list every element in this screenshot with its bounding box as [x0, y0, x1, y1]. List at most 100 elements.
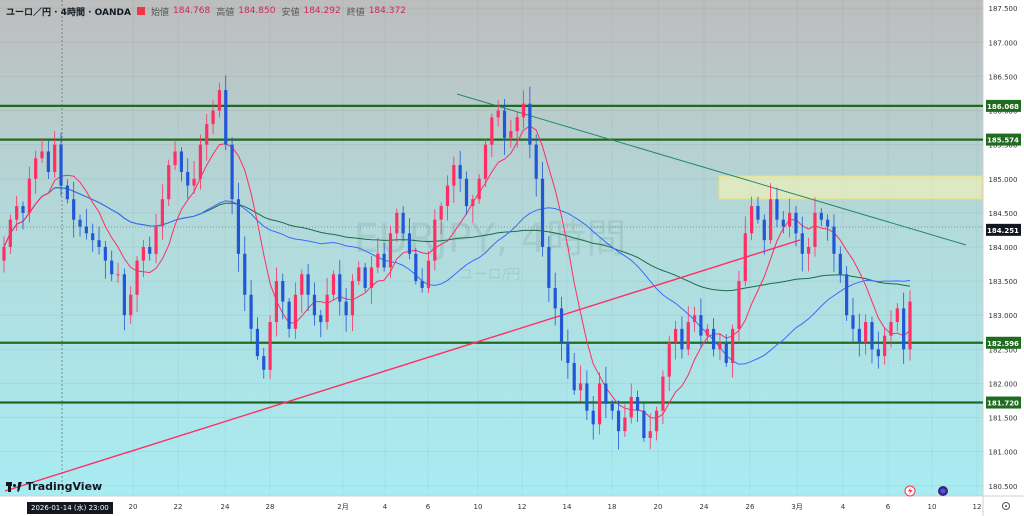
candle-body [845, 274, 849, 316]
x-tick-label: 4 [383, 503, 388, 511]
candle-body [293, 294, 298, 329]
candle-body [388, 233, 393, 268]
downtrend-line[interactable] [456, 93, 967, 246]
symbol-label[interactable]: ユーロ／円 · 4時間 · OANDA [6, 7, 131, 18]
current-price-tag: 184.251 [986, 223, 1021, 236]
candle-body [433, 219, 437, 261]
candle-body [236, 199, 241, 254]
candle-body [363, 267, 367, 288]
lightning-icon[interactable] [904, 485, 916, 497]
candle-body [800, 233, 804, 254]
candle-body [439, 206, 443, 220]
x-tick-label: 10 [928, 503, 937, 511]
candle-body [255, 328, 260, 357]
candle-body [34, 158, 38, 179]
candle-body [376, 253, 380, 268]
candle-body [407, 233, 412, 254]
settings-icon[interactable] [1002, 502, 1010, 510]
candle-body [794, 212, 798, 234]
x-tick-label: 3月 [791, 503, 802, 511]
candle-body [642, 410, 646, 439]
candle-body [40, 151, 44, 159]
candle-body [59, 144, 63, 186]
candle-body [781, 219, 785, 227]
watermark-subtitle: ユーロ/円 [460, 267, 521, 283]
y-tick-label: 184.500 [989, 210, 1018, 218]
candle-body [268, 322, 272, 370]
candle-body [496, 110, 500, 118]
level-label: 181.720 [987, 400, 1019, 408]
candle-body [198, 144, 203, 179]
candle-body [141, 246, 145, 261]
open-label: 始値 [150, 7, 169, 18]
candle-body [654, 410, 659, 432]
candle-body [635, 397, 640, 411]
candle-body [148, 246, 152, 254]
candle-body [591, 410, 595, 425]
candle-body [483, 144, 488, 179]
level-label: 185.574 [987, 137, 1019, 145]
candle-body [610, 403, 614, 411]
candle-body [851, 315, 855, 329]
x-tick-label: 12 [973, 503, 982, 511]
candle-body [414, 253, 418, 282]
candle-body [743, 233, 747, 282]
candle-body [661, 376, 665, 411]
candle-body [692, 315, 697, 323]
candle-body [534, 144, 538, 179]
candle-body [585, 383, 589, 411]
time-axis-background [0, 496, 1024, 516]
candle-body [572, 362, 576, 391]
high-label: 高値 [216, 7, 235, 18]
candle-body [401, 212, 405, 234]
watermark-title: EURJPY, 4時間 [354, 216, 627, 262]
y-tick-label: 180.500 [989, 483, 1018, 491]
candle-body [667, 342, 671, 377]
candle-body [807, 246, 811, 254]
candle-body [369, 267, 374, 288]
close-value: 184.372 [368, 6, 406, 16]
candle-body [718, 342, 722, 350]
candle-body [895, 308, 899, 323]
candle-body [458, 165, 462, 179]
candle-body [750, 206, 754, 234]
x-tick-label: 10 [474, 503, 483, 511]
x-tick-label: 18 [608, 503, 617, 511]
plot-background [0, 0, 983, 496]
x-tick-label: 6 [886, 503, 891, 511]
candle-body [857, 328, 861, 343]
y-tick-label: 181.500 [989, 415, 1018, 423]
high-value: 184.850 [238, 6, 276, 16]
candle-body [509, 130, 513, 138]
candle-body [769, 199, 773, 241]
candle-body [53, 144, 57, 172]
candle-body [306, 274, 310, 295]
candle-body [819, 212, 823, 220]
candle-body [65, 185, 69, 200]
candle-body [8, 219, 12, 247]
y-tick-label: 185.000 [989, 176, 1018, 184]
moving-average-fast [3, 125, 911, 419]
candle-body [604, 383, 608, 404]
candle-body [2, 246, 6, 261]
candle-body [395, 212, 399, 234]
y-tick-label: 183.000 [989, 312, 1018, 320]
candle-body [243, 253, 247, 295]
candle-body [477, 178, 481, 200]
x-tick-label: 26 [746, 503, 755, 511]
candle-body [110, 260, 114, 275]
candle-body [528, 103, 532, 145]
uptrend-line[interactable] [4, 239, 801, 492]
event-icon[interactable] [938, 486, 948, 496]
candle-body [217, 90, 222, 111]
candle-body [300, 274, 304, 295]
brand-name: TradingView [26, 480, 103, 493]
candle-body [122, 274, 126, 316]
candle-body [319, 315, 323, 323]
x-tick-label: 14 [563, 503, 572, 511]
candle-body [224, 90, 228, 145]
candle-body [211, 110, 215, 125]
tradingview-logo[interactable]: TradingView [6, 480, 102, 493]
y-tick-label: 187.000 [989, 39, 1018, 47]
y-tick-label: 187.500 [989, 5, 1018, 13]
